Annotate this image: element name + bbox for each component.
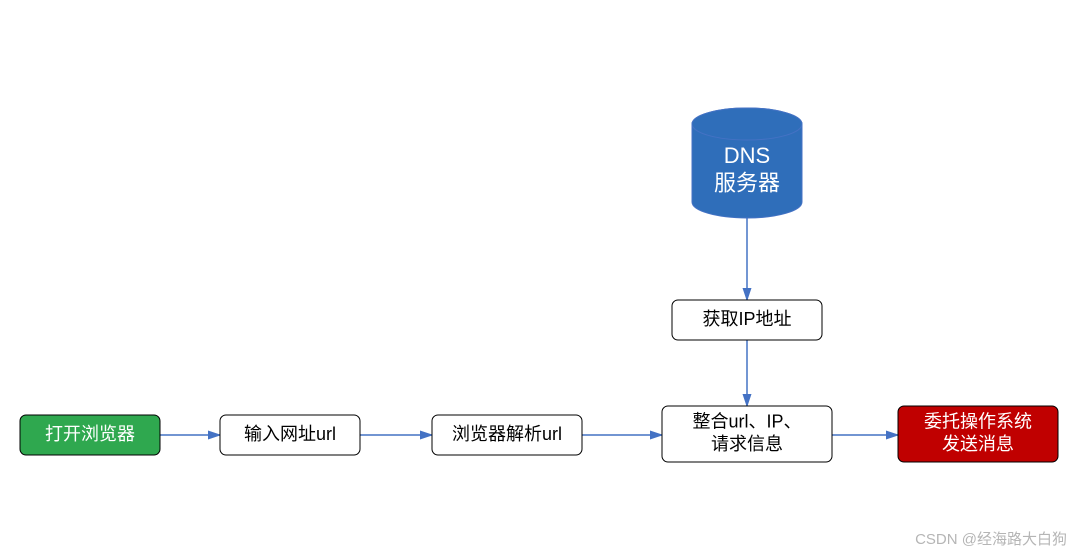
node-open_browser: 打开浏览器 [20,415,160,455]
flowchart-canvas: 打开浏览器 输入网址url 浏览器解析url 整合url、IP、请求信息 获取IP地址 D… [0,0,1077,557]
node-merge_info: 整合url、IP、请求信息 [662,406,832,462]
node-merge_info-label-0: 整合url、IP、 [692,412,801,432]
node-get_ip-label-0: 获取IP地址 [702,309,791,329]
node-dns_server-top [692,108,802,140]
node-dns_server-label-0: DNS [724,143,770,168]
node-dns_server: DNS 服务器 [692,108,802,218]
node-input_url: 输入网址url [220,415,360,455]
node-parse_url-label-0: 浏览器解析url [452,424,562,444]
node-merge_info-label-1: 请求信息 [711,434,783,454]
node-get_ip: 获取IP地址 [672,300,822,340]
node-parse_url: 浏览器解析url [432,415,582,455]
node-send_msg-label-1: 发送消息 [942,434,1014,454]
node-send_msg: 委托操作系统发送消息 [898,406,1058,462]
node-send_msg-label-0: 委托操作系统 [924,412,1032,432]
node-input_url-label-0: 输入网址url [244,424,336,444]
nodes-layer: 打开浏览器 输入网址url 浏览器解析url 整合url、IP、请求信息 获取IP地址 D… [20,108,1058,462]
node-open_browser-label-0: 打开浏览器 [45,424,135,444]
node-dns_server-label-1: 服务器 [714,171,780,196]
